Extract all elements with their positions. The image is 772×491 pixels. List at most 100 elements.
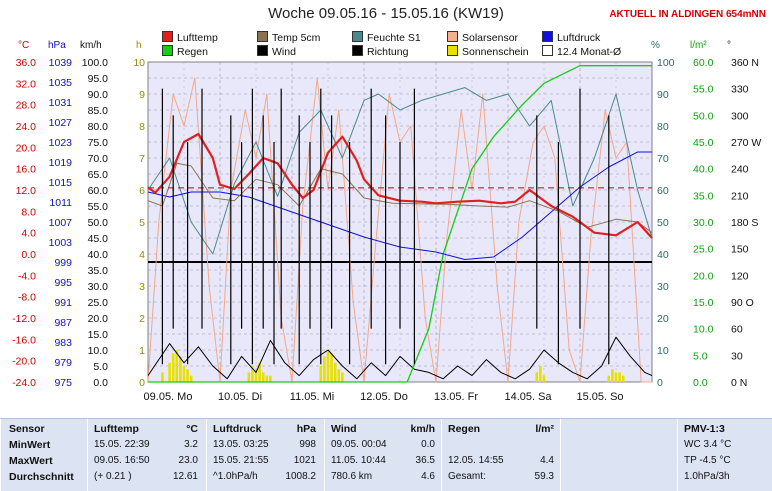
legend-swatch: [257, 31, 268, 42]
sunshine-bar: [247, 372, 251, 382]
press-tick-label: 1019: [49, 157, 73, 169]
sunshine-bar: [175, 350, 179, 382]
pct-tick-label: 70: [657, 153, 669, 165]
x-tick-label: 13.05. Fr: [434, 391, 478, 403]
stats-value: 0.0: [421, 439, 435, 450]
x-tick-label: 10.05. Di: [218, 391, 262, 403]
sun-tick-label: 3: [139, 281, 145, 293]
stats-header: Luftdruck: [213, 423, 262, 435]
legend-swatch: [257, 45, 268, 56]
stats-value: 3.2: [184, 439, 198, 450]
wind-tick-label: 75.0: [88, 137, 109, 149]
series-lufttemp: [147, 132, 653, 239]
wind-tick-label: 0.0: [93, 377, 108, 389]
sunshine-bar: [333, 362, 337, 382]
legend-item: Richtung: [352, 45, 408, 58]
dir-tick-label: 240: [731, 164, 749, 176]
dir-tick-label: 300: [731, 110, 749, 122]
press-tick-label: 1023: [49, 137, 73, 149]
legend-item: Feuchte S1: [352, 31, 421, 44]
legend-swatch: [447, 45, 458, 56]
stats-time: 12.05. 14:55: [448, 455, 504, 466]
wind-tick-label: 30.0: [88, 281, 109, 293]
legend-label: 12.4 Monat-Ø: [557, 46, 622, 58]
stats-trend: ^1.0hPa/h: [213, 471, 258, 482]
legend-swatch: [162, 45, 173, 56]
press-tick-label: 1027: [49, 117, 73, 129]
rain-tick-label: 0.0: [693, 377, 708, 389]
temp-tick-label: -8.0: [18, 292, 36, 304]
temp-tick-label: 8.0: [21, 206, 36, 218]
legend-swatch: [542, 31, 553, 42]
legend-swatch: [352, 31, 363, 42]
rain-tick-label: 50.0: [693, 110, 714, 122]
stats-value: 59.3: [534, 471, 554, 482]
temp-tick-label: 24.0: [16, 121, 37, 133]
sunshine-bar: [179, 356, 182, 382]
sunshine-bar: [330, 353, 333, 382]
sunshine-bar: [319, 366, 323, 382]
sun-tick-label: 8: [139, 121, 145, 133]
legend-label: Richtung: [367, 46, 409, 58]
press-tick-label: 1007: [49, 217, 73, 229]
stats-header: Lufttemp: [94, 423, 139, 435]
rain-tick-label: 45.0: [693, 137, 714, 149]
stats-col-pmv: PMV-1:3 WC 3.4 °C TP -4.5 °C 1.0hPa/3h: [677, 419, 772, 491]
legend-item: Luftdruck: [542, 31, 600, 44]
sun-tick-label: 1: [139, 345, 145, 357]
sunshine-bar: [614, 372, 618, 382]
temp-tick-label: 4.0: [21, 228, 36, 240]
pct-tick-label: 40: [657, 249, 669, 261]
legend-item: Sonnenschein: [447, 45, 529, 58]
pct-tick-label: 0: [657, 377, 663, 389]
sunshine-bar: [341, 372, 344, 382]
temp-tick-label: -24.0: [12, 377, 36, 389]
series-wind: [147, 336, 653, 380]
sunshine-bar: [168, 362, 171, 382]
dir-tick-label: 90 O: [731, 297, 754, 309]
press-tick-label: 975: [54, 377, 72, 389]
dir-tick-label: 150: [731, 244, 749, 256]
press-tick-label: 979: [54, 357, 72, 369]
legend-swatch: [162, 31, 173, 42]
sunshine-bar: [618, 372, 621, 382]
rain-tick-label: 55.0: [693, 84, 714, 96]
stats-panel: Sensor MinWert MaxWert Durchschnitt Luft…: [0, 418, 772, 491]
rain-tick-label: 5.0: [693, 350, 708, 362]
temp-tick-label: 28.0: [16, 100, 37, 112]
sunshine-bar: [323, 356, 326, 382]
stats-distance: 780.6 km: [331, 471, 373, 482]
stats-value: 998: [299, 439, 316, 450]
temp-tick-label: -20.0: [12, 356, 36, 368]
sunshine-bar: [539, 366, 542, 382]
pct-tick-label: 50: [657, 217, 669, 229]
wind-tick-label: 5.0: [93, 361, 108, 373]
dir-tick-label: 60: [731, 324, 743, 336]
location-notice[interactable]: AKTUELL IN ALDINGEN 654mNN: [609, 9, 766, 20]
sunshine-bar: [607, 375, 611, 382]
sunshine-bar: [265, 375, 269, 382]
stats-pmv-value: 1.0hPa/3h: [684, 471, 730, 482]
wind-tick-label: 25.0: [88, 297, 109, 309]
temp-tick-label: 0.0: [21, 249, 36, 261]
dir-tick-label: 30: [731, 350, 743, 362]
sunshine-bar: [182, 366, 186, 382]
stats-col-luftdruck: Luftdruck hPa 13.05. 03:25 998 15.05. 21…: [206, 419, 324, 491]
legend-label: Regen: [177, 46, 208, 58]
sun-tick-label: 7: [139, 153, 145, 165]
sunshine-bar: [611, 369, 614, 382]
sun-tick-label: 0: [139, 377, 145, 389]
stats-value: 1008.2: [285, 471, 316, 482]
temp-tick-label: -12.0: [12, 313, 36, 325]
sunshine-bar: [251, 366, 254, 382]
rain-tick-label: 60.0: [693, 57, 714, 69]
wind-tick-label: 70.0: [88, 153, 109, 165]
legend-label: Solarsensor: [462, 32, 519, 44]
wind-tick-label: 80.0: [88, 121, 109, 133]
rain-tick-label: 40.0: [693, 164, 714, 176]
legend-label: Luftdruck: [557, 32, 601, 44]
unit-deg: °: [727, 40, 731, 51]
legend-label: Wind: [272, 46, 296, 58]
stats-col-regen: Regen l/m² 12.05. 14:55 4.4 Gesamt: 59.3: [441, 419, 560, 491]
press-tick-label: 1011: [49, 197, 72, 209]
